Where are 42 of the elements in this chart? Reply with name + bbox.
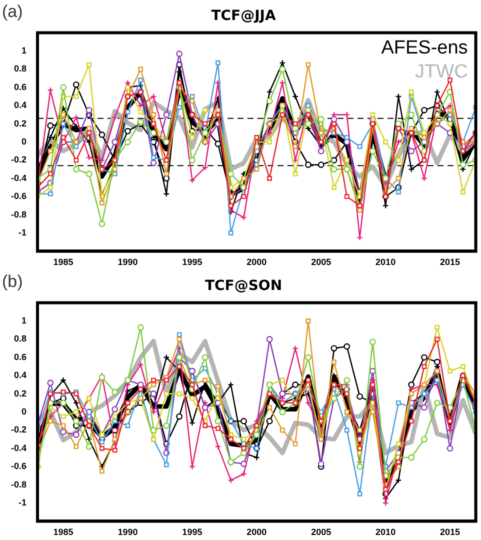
y-tick-label: -0.4 — [10, 442, 27, 453]
y-tick-label: -1 — [18, 227, 27, 238]
text: AFES-ens — [381, 38, 468, 59]
x-tick-label: 2010 — [376, 257, 396, 268]
y-tick-label: -0.8 — [10, 479, 27, 490]
y-tick-label: 0.2 — [14, 388, 27, 398]
y-tick-label: 1 — [21, 315, 27, 326]
y-tick-label: -1 — [18, 497, 27, 508]
x-tick-label: 2010 — [376, 527, 396, 538]
y-tick-label: 0.8 — [14, 334, 27, 344]
x-tick-label: 1990 — [118, 527, 138, 538]
y-tick-label: 1 — [21, 45, 27, 56]
y-tick-label: -0.6 — [10, 191, 27, 202]
x-tick-label: 2005 — [311, 527, 332, 538]
y-tick-label: -0.2 — [10, 424, 27, 435]
y-tick-label: -0.6 — [10, 461, 27, 472]
y-tick-label: -0.8 — [10, 209, 27, 220]
text: (a) — [2, 2, 23, 22]
y-tick-label: 0 — [21, 136, 27, 146]
x-tick-label: 1990 — [118, 257, 138, 268]
text: JTWC — [415, 62, 468, 83]
y-tick-label: 0.2 — [14, 118, 27, 128]
x-tick-label: 2000 — [246, 257, 267, 268]
x-tick-label: 1985 — [53, 527, 74, 538]
chart-title: TCF@JJA — [211, 8, 276, 24]
x-tick-label: 1995 — [182, 527, 202, 538]
y-tick-label: 0 — [21, 406, 27, 416]
text: (b) — [2, 272, 23, 292]
y-tick-label: -0.2 — [10, 154, 27, 165]
y-tick-label: 0.6 — [14, 82, 27, 92]
x-tick-label: 1985 — [53, 257, 74, 268]
y-tick-label: -0.4 — [10, 172, 27, 183]
y-tick-label: 0.4 — [14, 370, 27, 380]
x-tick-label: 1995 — [182, 257, 202, 268]
x-tick-label: 2000 — [246, 527, 267, 538]
x-tick-label: 2015 — [440, 527, 460, 538]
y-tick-label: 0.4 — [14, 100, 27, 110]
y-tick-label: 0.8 — [14, 64, 27, 74]
chart-title: TCF@SON — [204, 278, 282, 294]
x-tick-label: 2005 — [311, 257, 332, 268]
y-tick-label: 0.6 — [14, 352, 27, 362]
x-tick-label: 2015 — [440, 257, 460, 268]
